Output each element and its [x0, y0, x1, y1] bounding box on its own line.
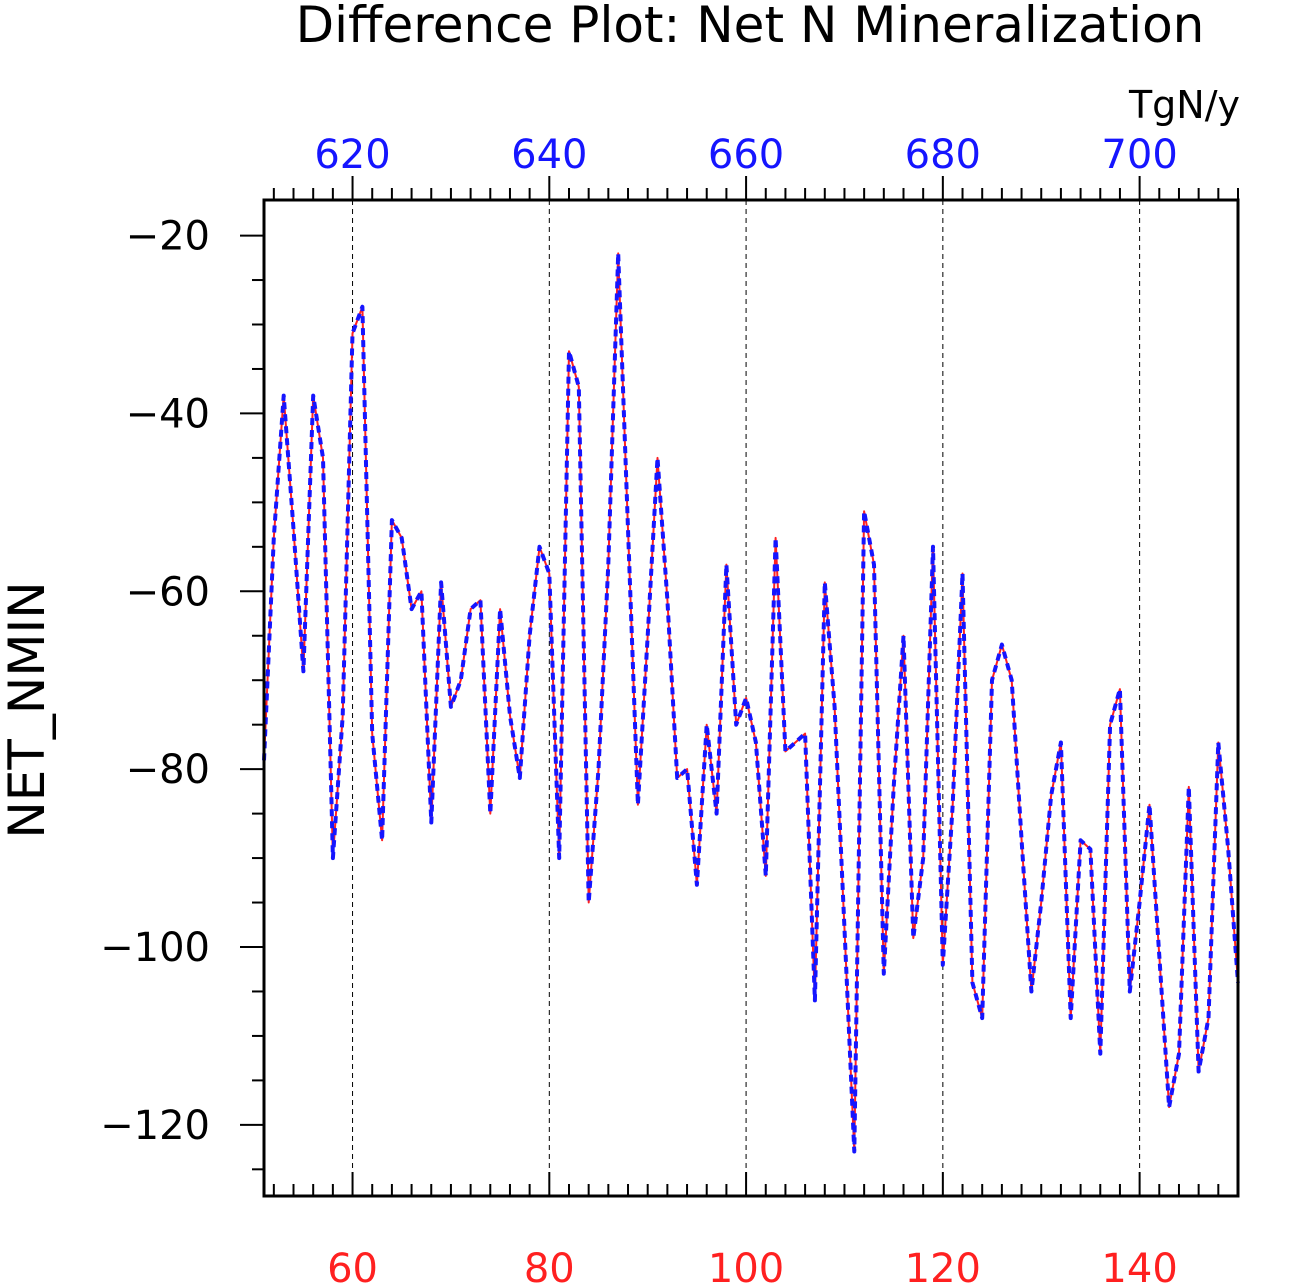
x-tick-label-bottom: 100 [708, 1246, 784, 1286]
y-tick-label: −80 [126, 747, 210, 793]
x-tick-label-bottom: 140 [1101, 1246, 1177, 1286]
axis-ticks [240, 176, 1239, 1196]
x-tick-label-bottom: 60 [327, 1246, 378, 1286]
plot-frame [262, 198, 1240, 1198]
x-tick-label-top: 640 [511, 132, 587, 178]
y-tick-label: −120 [100, 1103, 210, 1149]
series-lines [262, 251, 1240, 1154]
units-label: TgN/y [1128, 83, 1240, 127]
y-tick-label: −20 [126, 214, 210, 260]
y-tick-label: −100 [100, 925, 210, 971]
y-axis-label: NET_NMIN [0, 581, 56, 838]
series-line-red [263, 252, 1239, 1153]
y-tick-label: −40 [126, 391, 210, 437]
x-tick-label-top: 660 [708, 132, 784, 178]
x-tick-label-top: 620 [314, 132, 390, 178]
x-tick-label-top: 680 [905, 132, 981, 178]
chart-title: Difference Plot: Net N Mineralization [296, 0, 1205, 54]
y-tick-label: −60 [126, 569, 210, 615]
series-line-blue-dashed [262, 251, 1240, 1154]
tick-labels: 60 80 100 120 140 620 640 660 680 700 −20 −40 −60 −80… [100, 132, 1178, 1286]
x-tick-label-bottom: 80 [524, 1246, 575, 1286]
x-tick-label-top: 700 [1101, 132, 1177, 178]
x-tick-label-bottom: 120 [905, 1246, 981, 1286]
